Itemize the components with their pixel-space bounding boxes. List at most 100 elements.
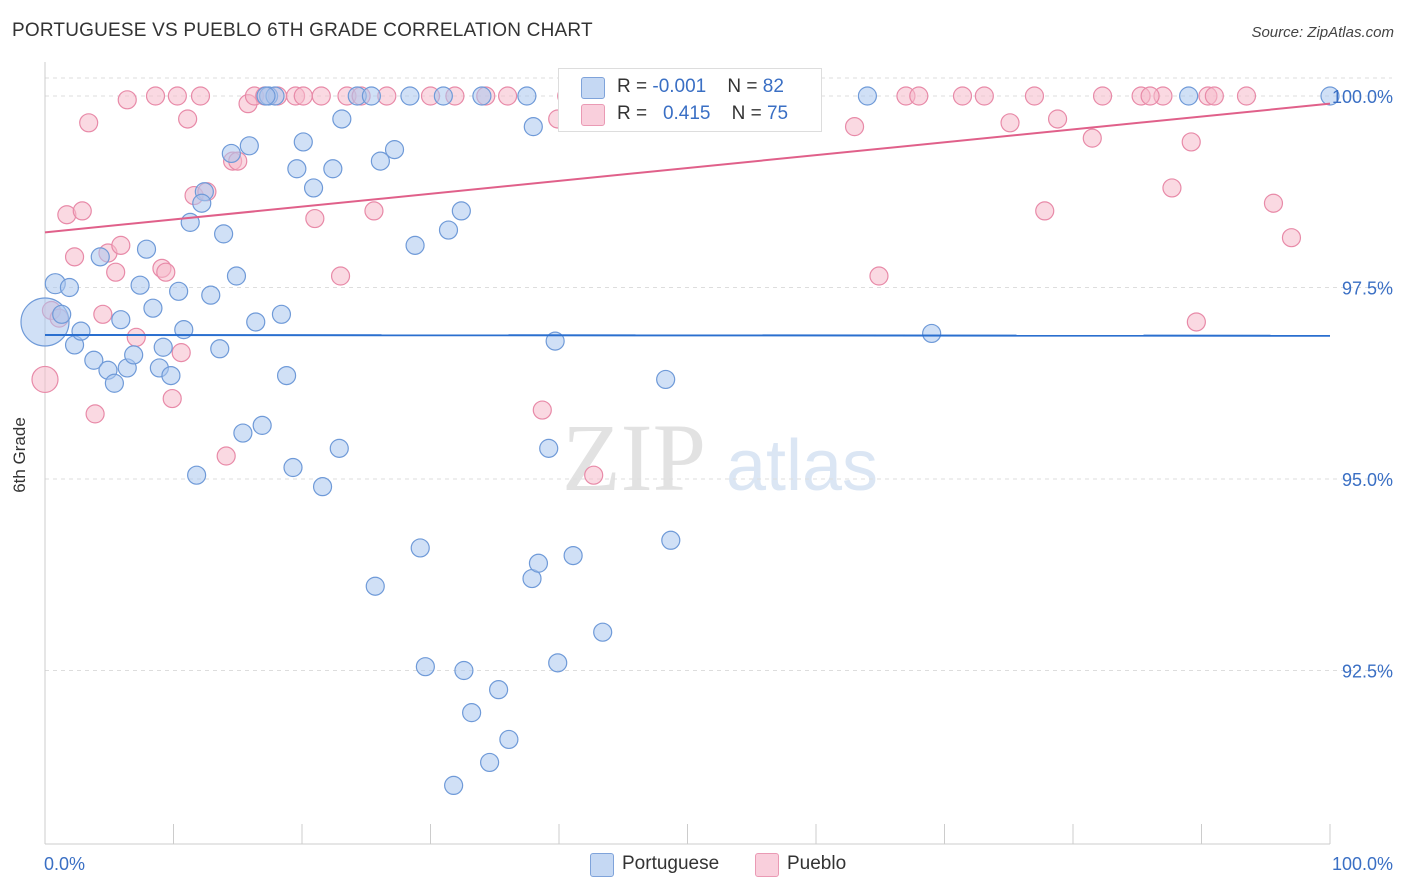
y-tick-label: 100.0%	[1332, 87, 1393, 107]
portuguese-point	[415, 657, 435, 677]
series-legend: Portuguese Pueblo	[0, 852, 1406, 878]
portuguese-point	[84, 350, 104, 370]
portuguese-point	[312, 477, 333, 497]
portuguese-point	[462, 703, 482, 723]
portuguese-point	[104, 373, 124, 393]
pueblo-trend-line	[44, 102, 1331, 234]
portuguese-point	[161, 365, 181, 386]
pueblo-point	[311, 86, 331, 106]
grid-lines	[45, 77, 1392, 671]
portuguese-point	[111, 310, 131, 330]
portuguese-point	[239, 136, 259, 156]
pueblo-points	[31, 86, 1302, 485]
pueblo-point	[974, 86, 994, 106]
portuguese-point	[323, 159, 343, 179]
portuguese-point	[405, 235, 425, 255]
portuguese-point	[59, 277, 80, 298]
portuguese-point	[384, 140, 405, 160]
legend-r-label: R =	[617, 103, 653, 124]
portuguese-point	[201, 285, 221, 305]
portuguese-point	[187, 465, 207, 485]
watermark-atlas: atlas	[726, 426, 878, 506]
portuguese-point	[90, 247, 110, 267]
pueblo-point	[106, 262, 126, 282]
legend-r-value: -0.001	[652, 76, 707, 97]
portuguese-point	[563, 545, 583, 566]
portuguese-point	[252, 415, 272, 435]
legend-n-value: 75	[766, 103, 789, 124]
portuguese-point	[233, 423, 253, 443]
portuguese-point	[400, 86, 420, 106]
pueblo-point	[171, 343, 191, 363]
pueblo-point	[126, 327, 146, 347]
legend-label-pueblo: Pueblo	[787, 853, 847, 874]
portuguese-point	[472, 86, 492, 106]
portuguese-point	[523, 117, 543, 137]
pueblo-point	[64, 247, 85, 267]
pueblo-point	[532, 400, 552, 420]
y-tick-label: 92.5%	[1342, 662, 1393, 682]
portuguese-point	[656, 369, 676, 390]
pueblo-point	[1263, 193, 1284, 213]
pueblo-point	[216, 446, 236, 466]
portuguese-point	[361, 86, 381, 106]
portuguese-point	[438, 220, 459, 240]
portuguese-points	[20, 86, 1340, 796]
pueblo-point	[145, 86, 166, 106]
y-tick-label: 97.5%	[1342, 279, 1393, 299]
pueblo-point	[162, 388, 182, 409]
tick-labels: 100.0% 97.5% 95.0% 92.5% 0.0% 100.0%	[44, 87, 1393, 874]
legend-n-label: N =	[727, 76, 763, 97]
portuguese-point	[454, 660, 474, 681]
portuguese-point	[433, 86, 453, 106]
pueblo-point	[156, 262, 176, 282]
portuguese-swatch	[581, 77, 605, 99]
portuguese-swatch	[590, 853, 614, 877]
portuguese-point	[221, 143, 241, 164]
pueblo-point	[72, 201, 92, 221]
portuguese-point	[283, 457, 303, 478]
pueblo-point	[1140, 86, 1160, 106]
portuguese-point	[480, 752, 500, 773]
portuguese-point	[276, 365, 297, 386]
portuguese-point	[444, 775, 464, 796]
portuguese-point	[499, 729, 519, 750]
legend-r-label: R =	[617, 76, 653, 97]
portuguese-point	[71, 321, 91, 341]
pueblo-point	[364, 201, 384, 221]
portuguese-point	[528, 553, 549, 573]
portuguese-point	[517, 86, 537, 106]
pueblo-point	[498, 86, 518, 106]
pueblo-point	[844, 117, 865, 137]
portuguese-point	[303, 178, 324, 198]
pueblo-point	[1162, 178, 1182, 198]
portuguese-point	[124, 345, 144, 365]
y-tick-label: 95.0%	[1342, 470, 1393, 490]
pueblo-point	[1186, 312, 1206, 332]
portuguese-point	[287, 159, 307, 179]
pueblo-point	[305, 208, 325, 229]
pueblo-point	[1035, 201, 1055, 221]
pueblo-swatch	[581, 104, 605, 126]
portuguese-point	[246, 312, 266, 332]
portuguese-point	[365, 576, 385, 596]
portuguese-point	[593, 622, 613, 642]
pueblo-point	[178, 109, 198, 129]
portuguese-point	[153, 337, 173, 357]
pueblo-point	[869, 266, 889, 286]
pueblo-swatch	[755, 853, 779, 877]
pueblo-point	[1181, 132, 1201, 152]
portuguese-point	[329, 438, 349, 458]
portuguese-point	[143, 298, 163, 318]
legend-r-value: 0.415	[662, 103, 711, 124]
pueblo-point	[952, 86, 973, 106]
pueblo-point	[330, 266, 351, 286]
pueblo-point	[1082, 128, 1102, 148]
pueblo-point	[1092, 86, 1113, 106]
trend-lines	[44, 102, 1331, 337]
pueblo-point	[293, 86, 313, 106]
portuguese-point	[130, 275, 150, 295]
portuguese-point	[271, 304, 292, 324]
pueblo-point	[1281, 228, 1302, 248]
